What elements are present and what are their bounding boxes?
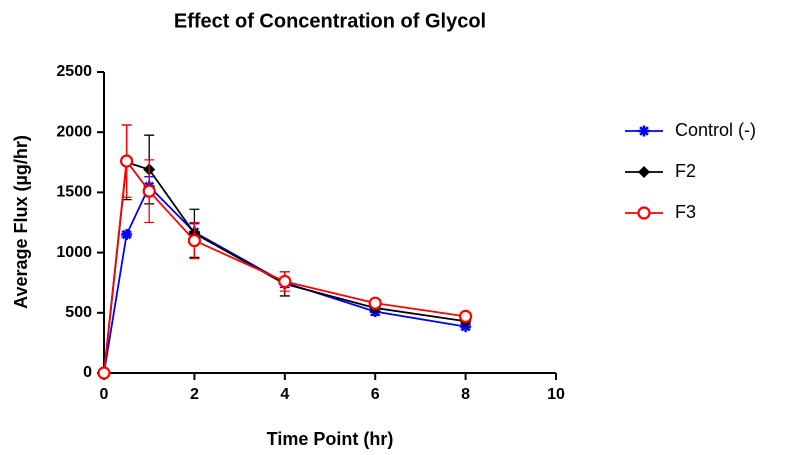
legend-label: Control (-) xyxy=(675,120,756,140)
data-point xyxy=(368,296,382,310)
chart-title: Effect of Concentration of Glycol xyxy=(174,10,486,32)
data-point xyxy=(97,366,111,380)
x-tick-label: 2 xyxy=(190,386,199,403)
legend-label: F2 xyxy=(675,161,696,181)
series-line xyxy=(103,158,466,374)
y-tick-label: 1000 xyxy=(56,244,92,261)
x-tick-label: 6 xyxy=(371,386,380,403)
y-axis-label: Average Flux (µg/hr) xyxy=(11,135,31,309)
legend-label: F3 xyxy=(675,202,696,222)
y-tick-label: 1500 xyxy=(56,184,92,201)
data-point xyxy=(459,309,473,324)
data-point xyxy=(121,229,133,241)
y-tick-label: 2000 xyxy=(56,123,92,140)
y-tick-label: 0 xyxy=(83,364,92,381)
x-tick-label: 0 xyxy=(100,386,109,403)
legend-marker xyxy=(637,206,651,220)
x-axis-label: Time Point (hr) xyxy=(267,429,394,449)
x-tick-label: 10 xyxy=(547,386,565,403)
data-point xyxy=(187,233,201,248)
data-point xyxy=(278,274,292,289)
x-tick-label: 4 xyxy=(280,386,289,403)
y-tick-label: 2500 xyxy=(56,63,92,80)
y-tick-label: 500 xyxy=(65,304,92,321)
series-line xyxy=(103,161,466,374)
data-point xyxy=(119,154,134,168)
data-point xyxy=(142,184,156,198)
legend-marker xyxy=(638,166,650,178)
x-tick-label: 8 xyxy=(461,386,470,403)
legend-marker xyxy=(638,125,650,137)
